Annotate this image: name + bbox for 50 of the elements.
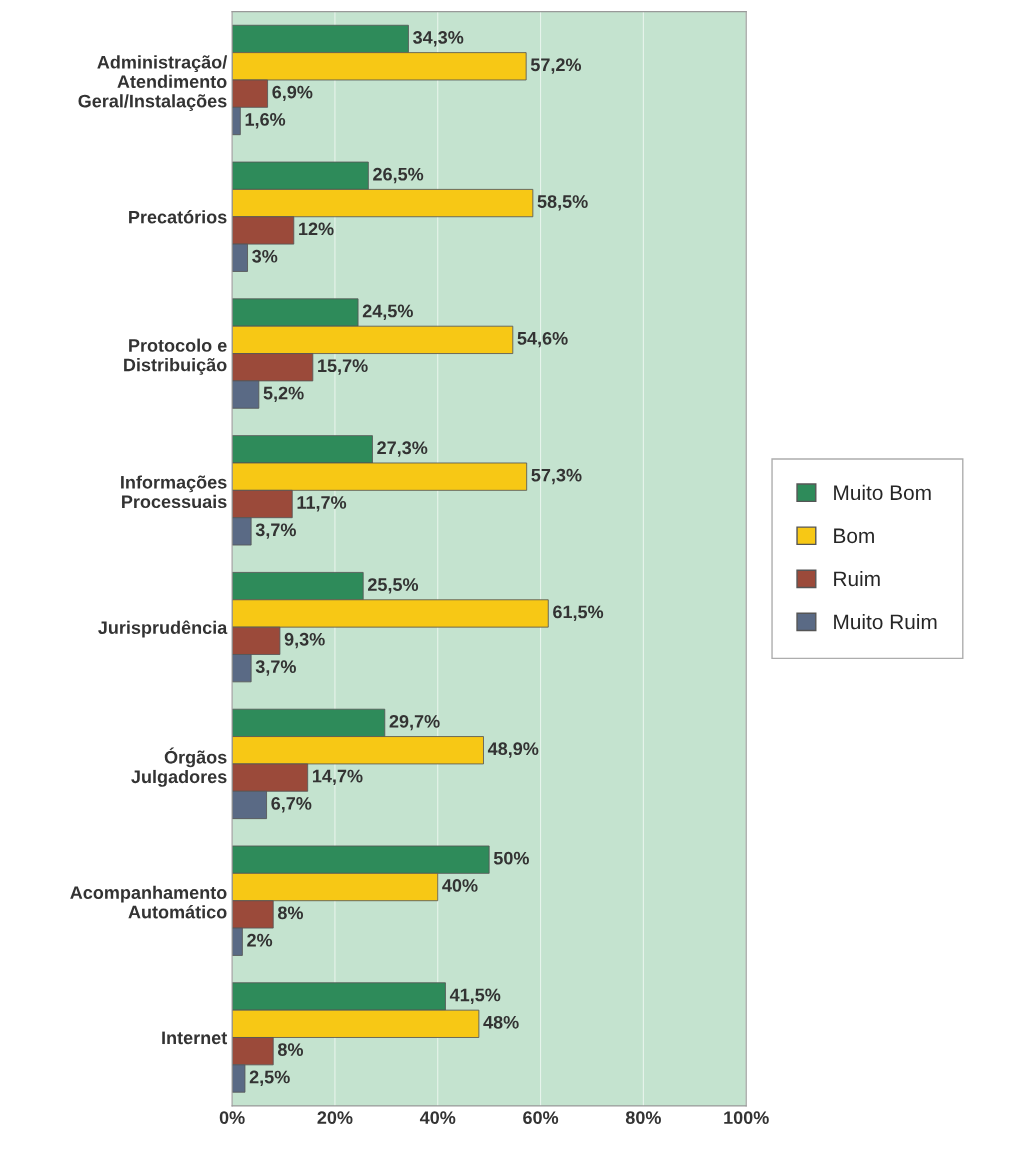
data-label: 3% bbox=[252, 249, 278, 263]
data-label: 1,6% bbox=[245, 113, 286, 129]
data-label: 25,5% bbox=[367, 578, 419, 594]
data-label: 6,7% bbox=[271, 797, 312, 813]
data-label: 3,7% bbox=[255, 660, 296, 676]
data-label: 8% bbox=[277, 1043, 304, 1057]
data-label: 6,9% bbox=[272, 85, 313, 102]
data-label: 15,7% bbox=[318, 359, 368, 375]
y-tick-label: Órgãos Julgadores bbox=[131, 747, 227, 787]
x-tick-label: 20% bbox=[317, 1111, 353, 1125]
x-tick-label: 60% bbox=[523, 1111, 559, 1125]
y-tick-label: Internet bbox=[162, 1031, 228, 1045]
x-tick-label: 40% bbox=[419, 1111, 456, 1125]
data-label: 48,9% bbox=[487, 742, 539, 758]
data-label: 50% bbox=[493, 851, 529, 865]
data-label: 11,7% bbox=[297, 496, 347, 512]
data-label: 9,3% bbox=[284, 632, 325, 649]
data-label: 12% bbox=[299, 222, 334, 236]
data-label: 2% bbox=[247, 933, 273, 947]
x-tick-label: 100% bbox=[724, 1111, 769, 1125]
data-label: 26,5% bbox=[373, 167, 424, 184]
y-tick-label: Precatórios bbox=[129, 210, 227, 224]
legend-label: Bom bbox=[834, 528, 874, 544]
data-label: 58,5% bbox=[537, 195, 588, 211]
data-label: 14,7% bbox=[312, 769, 363, 786]
data-label: 24,5% bbox=[362, 304, 413, 320]
data-label: 48% bbox=[483, 1015, 519, 1029]
y-tick-label: Administração/ Atendimento Geral/Instalações bbox=[78, 55, 228, 112]
data-label: 2,5% bbox=[249, 1070, 290, 1086]
y-tick-label: Acompanhamento Automático bbox=[70, 885, 227, 919]
legend-label: Ruim bbox=[834, 570, 880, 587]
data-label: 27,3% bbox=[377, 441, 428, 457]
x-tick-label: 80% bbox=[625, 1111, 661, 1125]
y-tick-label: Protocolo e Distribuição bbox=[124, 338, 227, 375]
data-label: 40% bbox=[442, 879, 478, 892]
legend-label: Muito Ruim bbox=[834, 614, 937, 630]
data-label: 57,2% bbox=[530, 58, 582, 74]
y-tick-label: Jurisprudência bbox=[98, 620, 228, 638]
data-label: 41,5% bbox=[449, 988, 501, 1004]
data-label: 3,7% bbox=[255, 523, 296, 539]
data-label: 8% bbox=[277, 906, 304, 920]
data-label: 57,3% bbox=[531, 468, 582, 485]
data-label: 34,3% bbox=[413, 31, 464, 47]
data-label: 61,5% bbox=[553, 605, 604, 621]
data-label: 29,7% bbox=[389, 714, 440, 731]
data-label: 5,2% bbox=[263, 386, 304, 403]
data-label: 54,6% bbox=[517, 331, 568, 348]
y-tick-label: Informações Processuais bbox=[121, 475, 227, 509]
legend-label: Muito Bom bbox=[834, 484, 931, 501]
x-tick-label: 0% bbox=[219, 1111, 245, 1125]
